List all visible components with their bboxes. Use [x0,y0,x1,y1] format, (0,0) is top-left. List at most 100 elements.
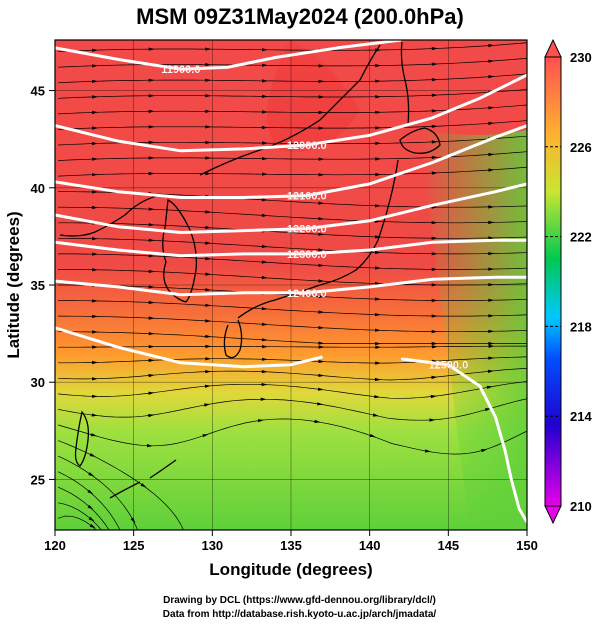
streamline-arrow [261,338,268,342]
streamline-arrow [148,373,155,378]
x-tick-label: 120 [44,538,66,553]
streamline-arrow [104,558,110,563]
streamline [58,381,527,399]
x-axis-ticks: 120 125 130 135 140 145 150 [44,530,538,553]
streamline-arrow [375,79,382,83]
streamline-arrow [104,548,107,554]
streamline-arrow [481,449,488,453]
streamline-arrow [431,171,438,175]
streamline-arrow [424,449,432,453]
streamline [57,440,184,530]
streamline-arrow [488,356,495,360]
streamline-arrow [205,94,212,98]
streamline-arrow [487,369,494,373]
streamline-arrow [431,329,438,334]
streamline-arrow [261,357,268,361]
korea-coast [162,198,198,303]
streamline-arrow [102,559,108,563]
streamline-arrow [375,157,382,161]
streamline [58,398,527,421]
streamline-arrow [92,299,98,303]
streamline-arrow [92,394,98,398]
streamline-arrow [430,394,437,399]
height-contour [55,40,402,71]
colorbar-top-cap [544,38,562,58]
streamline-arrow [104,558,110,563]
streamline-arrow [488,106,495,110]
colorbar-tick-label: 218 [570,319,592,334]
streamline-arrow [103,552,107,558]
streamline-arrow [488,314,495,318]
streamline-arrow [488,44,495,48]
streamline-arrow [140,483,147,488]
streamline-arrow [92,64,98,68]
streamline-arrow [318,126,325,130]
streamline-arrow [205,334,212,338]
streamline-arrow [375,345,382,349]
streamline-arrow [488,329,495,333]
streamline-arrow [205,78,212,82]
colorbar-bottom-cap [544,505,562,525]
streamline-arrow [92,360,98,365]
streamline-arrow [318,279,325,283]
streamline-arrow [488,220,495,225]
streamline-arrow [318,157,325,161]
streamline-arrow [431,124,438,128]
streamline [58,253,527,270]
y-tick-label: 40 [31,181,45,196]
streamline-arrow [375,64,382,68]
x-tick-label: 135 [280,538,302,553]
streamline-arrow [148,47,155,51]
colorbar-tick-label: 222 [570,230,592,245]
streamline-arrow [92,205,98,210]
streamline-arrow [260,397,267,401]
streamline-arrow [429,418,436,422]
y-tick-label: 45 [31,84,45,99]
streamline-arrow [92,314,98,318]
height-contour [55,73,527,153]
sakhalin-coast [400,41,410,126]
streamline-arrow [431,140,438,144]
streamline-arrow [89,523,96,529]
streamline-arrow [262,79,268,83]
contour-label: 12000.0 [287,140,327,152]
streamline-arrow [148,345,155,349]
streamline-arrow [104,548,107,554]
streamline-arrow [261,275,268,280]
contour-label: 12200.0 [287,224,327,236]
streamline-arrow [261,307,268,311]
streamline-arrow [318,110,325,115]
streamline-arrow [205,140,212,145]
streamline-arrow [148,78,155,82]
x-tick-label: 125 [123,538,145,553]
streamline-arrow [104,548,107,554]
streamline-arrow [92,252,98,256]
streamline-arrow [318,310,325,314]
japan-kyushu-coast [223,319,243,359]
streamline-arrow [119,561,122,567]
streamline-arrow [87,504,94,510]
streamline-arrow [88,516,95,522]
streamline-arrow [92,173,98,177]
streamline [58,58,527,68]
streamline-arrow [488,168,495,172]
streamline-arrow [136,583,141,589]
streamline-arrow [369,433,376,437]
streamline-arrow [109,555,114,561]
streamline-arrow [105,565,111,568]
streamline-arrow [262,125,268,130]
streamline-arrow [375,266,381,270]
russia-coast [199,44,381,176]
streamline-arrow [110,565,113,571]
streamline-arrow [431,345,438,349]
streamline-arrow [318,345,325,349]
streamline [58,222,527,239]
streamline-arrow [104,548,107,554]
streamline-arrow [318,79,325,83]
streamline-arrow [488,267,495,271]
streamline-arrow [261,322,268,326]
streamline-arrow [92,95,98,99]
streamline-arrow [488,252,495,256]
streamline-arrow [92,237,98,241]
streamline-arrow [486,385,493,389]
